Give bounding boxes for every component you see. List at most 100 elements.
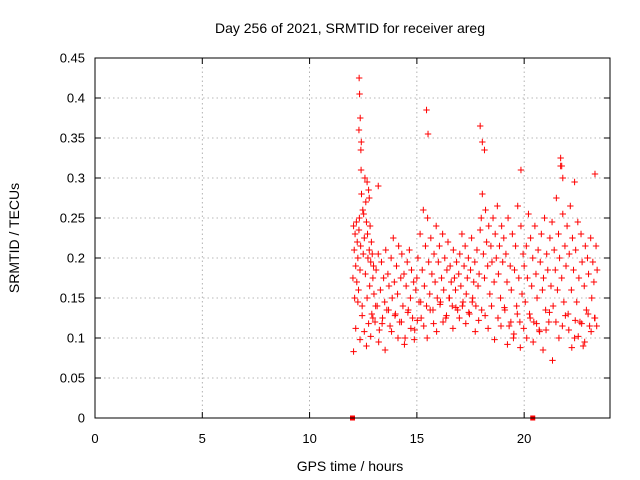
data-point bbox=[514, 202, 521, 210]
data-point bbox=[483, 238, 490, 246]
data-point bbox=[464, 274, 471, 282]
data-point bbox=[384, 270, 392, 278]
data-point bbox=[358, 302, 366, 310]
data-point bbox=[481, 274, 488, 282]
data-point bbox=[363, 218, 370, 226]
data-point bbox=[585, 270, 592, 278]
data-point bbox=[522, 298, 529, 306]
data-point bbox=[587, 328, 595, 335]
data-point bbox=[453, 258, 460, 266]
axis-ticks: 0 0.05 0.1 0.15 0.2 0.25 0.3 0.35 0.4 0.45 0 5 10 15 2… bbox=[60, 51, 610, 446]
data-point bbox=[375, 250, 382, 258]
data-point bbox=[353, 278, 360, 286]
data-point bbox=[410, 278, 417, 286]
data-point bbox=[567, 202, 574, 210]
data-point bbox=[433, 328, 440, 335]
data-point bbox=[456, 250, 463, 258]
data-point bbox=[589, 258, 597, 266]
data-point bbox=[559, 210, 566, 218]
data-point bbox=[436, 242, 443, 250]
data-point bbox=[358, 138, 365, 146]
data-point bbox=[529, 338, 537, 346]
y-tick-label: 0.45 bbox=[60, 51, 85, 66]
data-point bbox=[572, 317, 579, 324]
data-point bbox=[432, 222, 440, 230]
data-point bbox=[360, 250, 367, 258]
data-point bbox=[467, 266, 474, 274]
data-point bbox=[563, 222, 571, 230]
data-point bbox=[354, 238, 361, 246]
data-point bbox=[425, 258, 432, 266]
data-point bbox=[526, 314, 534, 322]
data-point bbox=[475, 317, 482, 324]
data-point bbox=[536, 328, 543, 335]
data-point bbox=[365, 186, 372, 194]
data-point bbox=[487, 242, 495, 250]
data-point bbox=[457, 282, 465, 290]
data-point bbox=[360, 210, 367, 218]
data-point bbox=[505, 322, 513, 330]
data-point bbox=[537, 258, 544, 266]
data-point bbox=[399, 302, 407, 310]
data-point bbox=[489, 214, 497, 222]
data-point bbox=[367, 333, 374, 340]
data-point bbox=[411, 336, 418, 343]
data-point bbox=[584, 310, 592, 318]
data-point bbox=[566, 250, 573, 258]
data-point bbox=[452, 286, 459, 294]
data-point bbox=[479, 190, 486, 198]
data-point bbox=[552, 266, 559, 274]
data-point bbox=[583, 306, 590, 314]
data-point bbox=[372, 302, 379, 310]
data-point bbox=[372, 266, 380, 274]
data-point bbox=[358, 190, 365, 198]
data-point bbox=[517, 166, 525, 174]
data-point bbox=[570, 266, 577, 274]
data-point bbox=[356, 90, 363, 98]
data-point bbox=[587, 234, 594, 242]
data-point bbox=[407, 325, 415, 332]
data-point bbox=[357, 146, 365, 154]
data-point bbox=[507, 262, 514, 270]
data-point bbox=[356, 336, 364, 343]
data-point bbox=[582, 242, 589, 250]
data-point bbox=[361, 174, 369, 182]
data-point bbox=[449, 302, 456, 310]
data-point bbox=[531, 222, 539, 230]
data-point bbox=[459, 302, 466, 310]
data-point bbox=[448, 278, 455, 286]
data-point bbox=[578, 320, 585, 327]
data-point bbox=[494, 202, 501, 210]
data-point bbox=[352, 262, 359, 270]
data-point bbox=[423, 106, 430, 114]
x-axis-label: GPS time / hours bbox=[297, 458, 404, 474]
data-point bbox=[350, 222, 357, 230]
data-point bbox=[391, 278, 398, 286]
data-point bbox=[534, 246, 542, 254]
data-point bbox=[514, 310, 521, 318]
data-point bbox=[370, 290, 378, 298]
data-point bbox=[543, 250, 550, 258]
data-point bbox=[426, 306, 434, 314]
data-point bbox=[407, 294, 414, 302]
data-point bbox=[371, 318, 379, 326]
data-point bbox=[391, 312, 399, 319]
data-point bbox=[504, 214, 512, 222]
data-point bbox=[484, 325, 492, 332]
data-point bbox=[430, 250, 438, 258]
data-point bbox=[463, 290, 470, 298]
data-point bbox=[406, 246, 413, 254]
data-point bbox=[385, 306, 392, 314]
data-point bbox=[402, 282, 410, 290]
data-point bbox=[401, 341, 408, 348]
data-point bbox=[549, 302, 557, 310]
data-point bbox=[443, 266, 451, 274]
data-point bbox=[544, 266, 551, 274]
data-point bbox=[420, 206, 427, 214]
data-point bbox=[508, 286, 515, 294]
data-point bbox=[475, 270, 483, 278]
y-tick-label: 0.1 bbox=[67, 331, 85, 346]
data-point bbox=[500, 234, 507, 242]
y-tick-label: 0.4 bbox=[67, 91, 85, 106]
data-point bbox=[431, 278, 439, 286]
